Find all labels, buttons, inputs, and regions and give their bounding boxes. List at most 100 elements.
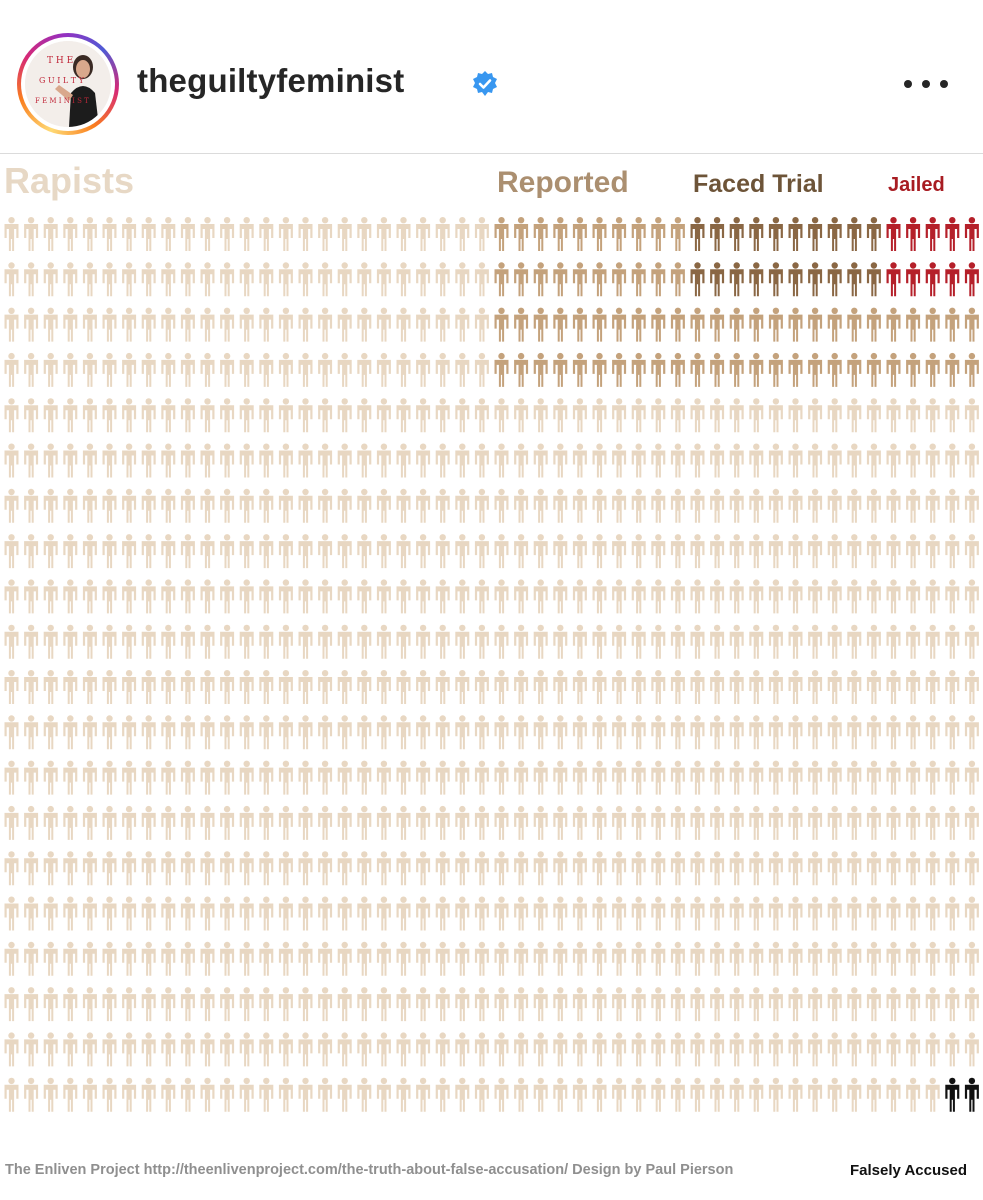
figure-rapist xyxy=(24,715,39,750)
figure-rapist xyxy=(749,443,764,478)
figure-rapist xyxy=(592,987,607,1022)
figure-rapist xyxy=(670,534,685,569)
figure-rapist xyxy=(82,217,97,251)
figure-rapist xyxy=(141,262,156,297)
figure-rapist xyxy=(239,1077,254,1112)
figure-rapist xyxy=(514,1032,529,1067)
figure-rapist xyxy=(906,851,921,886)
figure-rapist xyxy=(200,805,215,840)
figure-rapist xyxy=(122,398,137,433)
username[interactable]: theguiltyfeminist xyxy=(137,62,405,99)
figure-rapist xyxy=(847,896,862,931)
figure-rapist xyxy=(533,1032,548,1067)
figure-rapist xyxy=(866,715,881,750)
figure-rapist xyxy=(180,443,195,478)
figure-reported xyxy=(514,217,529,251)
figure-rapist xyxy=(847,443,862,478)
figure-rapist xyxy=(180,624,195,659)
figure-rapist xyxy=(63,1032,78,1067)
figure-falsely-accused xyxy=(964,1077,979,1112)
figure-rapist xyxy=(886,534,901,569)
figure-rapist xyxy=(494,805,509,840)
figure-faced-trial xyxy=(847,262,862,297)
figure-rapist xyxy=(788,987,803,1022)
figure-rapist xyxy=(808,941,823,976)
figure-rapist xyxy=(612,398,627,433)
figure-rapist xyxy=(357,488,372,523)
figure-reported xyxy=(553,307,568,342)
figure-rapist xyxy=(749,398,764,433)
figure-rapist xyxy=(553,670,568,704)
label-rapists: Rapists xyxy=(4,160,135,201)
figure-rapist xyxy=(474,307,489,342)
figure-rapist xyxy=(553,715,568,750)
figure-rapist xyxy=(200,534,215,569)
figure-rapist xyxy=(200,352,215,387)
figure-reported xyxy=(964,352,979,387)
figure-rapist xyxy=(337,987,352,1022)
figure-rapist xyxy=(455,670,470,704)
figure-rapist xyxy=(651,534,666,569)
figure-rapist xyxy=(4,715,19,750)
figure-rapist xyxy=(964,488,979,523)
figure-rapist xyxy=(572,624,587,659)
figure-rapist xyxy=(259,760,274,795)
figure-rapist xyxy=(964,805,979,840)
credit-line: The Enliven Project http://theenlivenpro… xyxy=(5,1162,734,1178)
figure-rapist xyxy=(161,1032,176,1067)
figure-rapist xyxy=(435,624,450,659)
figure-rapist xyxy=(161,579,176,614)
figure-rapist xyxy=(161,352,176,387)
figure-rapist xyxy=(278,624,293,659)
figure-rapist xyxy=(886,715,901,750)
figure-rapist xyxy=(964,715,979,750)
figure-rapist xyxy=(63,307,78,342)
figure-rapist xyxy=(886,1032,901,1067)
figure-rapist xyxy=(964,670,979,704)
figure-rapist xyxy=(592,851,607,886)
figure-rapist xyxy=(514,443,529,478)
figure-rapist xyxy=(592,1077,607,1112)
figure-jailed xyxy=(886,217,901,251)
figure-rapist xyxy=(455,443,470,478)
post-image[interactable]: Rapists Reported Faced Trial Jailed The … xyxy=(0,154,983,1200)
figure-rapist xyxy=(925,579,940,614)
figure-rapist xyxy=(925,987,940,1022)
figure-rapist xyxy=(102,670,117,704)
figure-rapist xyxy=(866,760,881,795)
figure-rapist xyxy=(43,217,58,251)
figure-rapist xyxy=(906,805,921,840)
figure-jailed xyxy=(964,262,979,297)
figure-rapist xyxy=(612,805,627,840)
figure-rapist xyxy=(847,534,862,569)
figure-rapist xyxy=(24,670,39,704)
figure-rapist xyxy=(866,398,881,433)
figure-rapist xyxy=(651,1077,666,1112)
figure-rapist xyxy=(435,670,450,704)
figure-rapist xyxy=(357,443,372,478)
figure-rapist xyxy=(847,851,862,886)
figure-rapist xyxy=(278,760,293,795)
figure-rapist xyxy=(298,987,313,1022)
figure-rapist xyxy=(82,262,97,297)
figure-rapist xyxy=(749,896,764,931)
figure-rapist xyxy=(24,262,39,297)
figure-rapist xyxy=(474,670,489,704)
more-options-button[interactable] xyxy=(900,66,952,102)
figure-rapist xyxy=(180,262,195,297)
figure-rapist xyxy=(533,941,548,976)
figure-rapist xyxy=(768,896,783,931)
figure-rapist xyxy=(396,352,411,387)
profile-avatar[interactable]: T H E G U I L T Y F E M I N I S T xyxy=(17,33,119,135)
figure-rapist xyxy=(357,670,372,704)
figure-rapist xyxy=(768,670,783,704)
figure-rapist xyxy=(670,941,685,976)
figure-reported xyxy=(572,217,587,251)
figure-rapist xyxy=(416,624,431,659)
figure-rapist xyxy=(670,1077,685,1112)
figure-rapist xyxy=(63,670,78,704)
figure-rapist xyxy=(494,398,509,433)
figure-rapist xyxy=(180,1032,195,1067)
figure-reported xyxy=(866,307,881,342)
figure-reported xyxy=(886,307,901,342)
